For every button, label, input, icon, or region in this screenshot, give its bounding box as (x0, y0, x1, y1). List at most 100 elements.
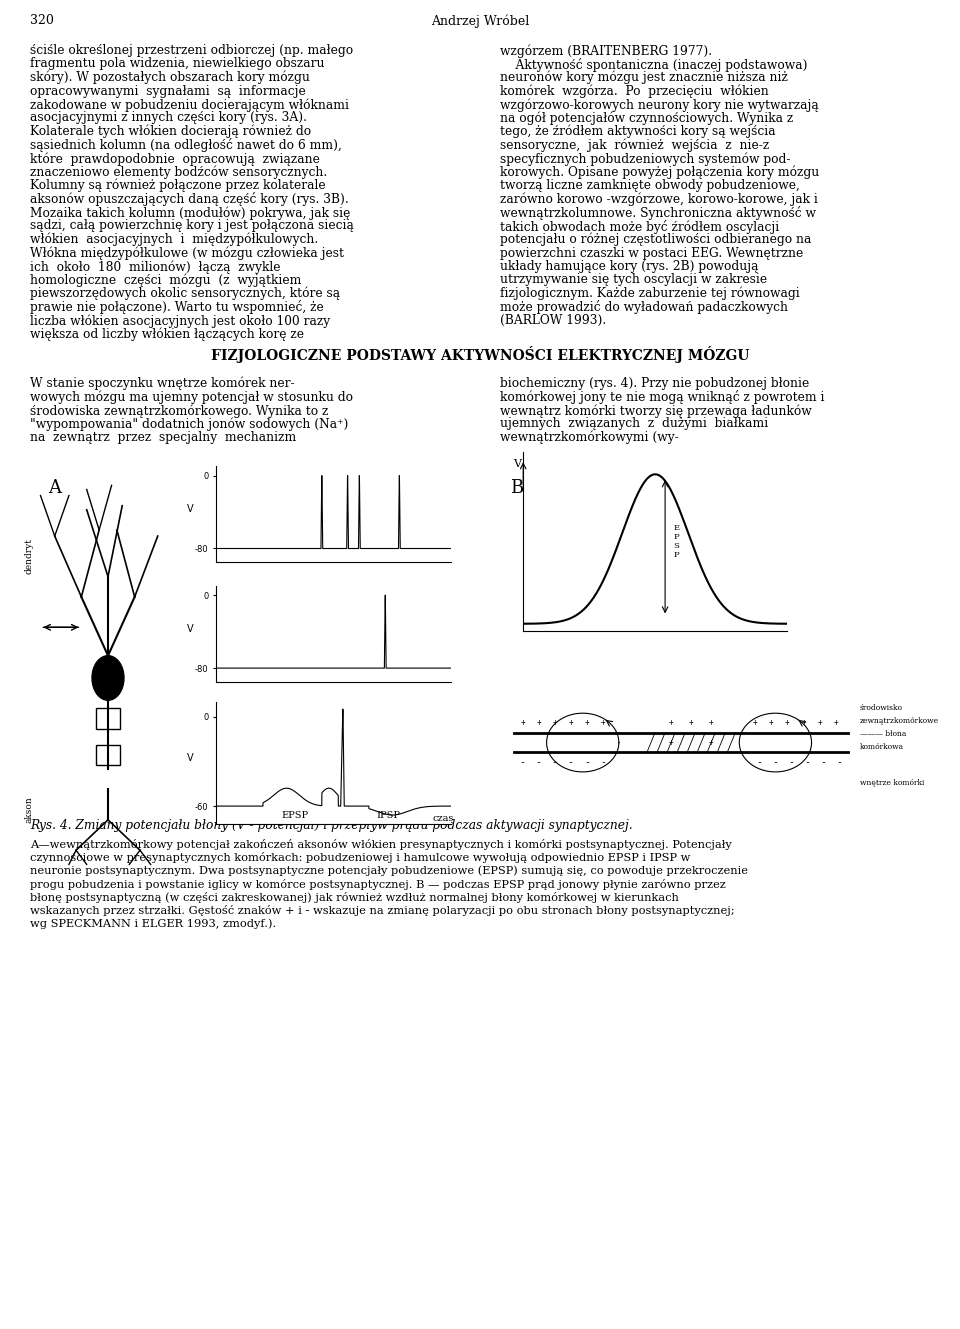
Ellipse shape (92, 655, 124, 700)
Text: -: - (821, 758, 827, 767)
Text: sądzi, całą powierzchnię kory i jest połączona siecią: sądzi, całą powierzchnię kory i jest poł… (30, 219, 354, 233)
Text: komórek  wzgórza.  Po  przecięciu  włókien: komórek wzgórza. Po przecięciu włókien (500, 85, 769, 98)
Text: -: - (837, 758, 843, 767)
Text: FIZJOLOGICZNE PODSTAWY AKTYWNOŚCI ELEKTRYCZNEJ MÓZGU: FIZJOLOGICZNE PODSTAWY AKTYWNOŚCI ELEKTR… (211, 346, 749, 363)
Text: fragmentu pola widzenia, niewielkiego obszaru: fragmentu pola widzenia, niewielkiego ob… (30, 57, 324, 70)
Text: Kolumny są również połączone przez kolaterale: Kolumny są również połączone przez kolat… (30, 179, 325, 193)
Text: błonę postsynaptyczną (w części zakreskowanej) jak również wzdłuż normalnej błon: błonę postsynaptyczną (w części zakresko… (30, 892, 679, 902)
Text: progu pobudzenia i powstanie iglicy w komórce postsynaptycznej. B — podczas EPSP: progu pobudzenia i powstanie iglicy w ko… (30, 878, 726, 889)
Text: (BARLOW 1993).: (BARLOW 1993). (500, 314, 607, 327)
Text: tworzą liczne zamknięte obwody pobudzeniowe,: tworzą liczne zamknięte obwody pobudzeni… (500, 179, 800, 191)
Text: potencjału o różnej częstotliwości odbieranego na: potencjału o różnej częstotliwości odbie… (500, 233, 811, 246)
Text: utrzymywanie się tych oscylacji w zakresie: utrzymywanie się tych oscylacji w zakres… (500, 274, 767, 287)
Text: powierzchni czaszki w postaci EEG. Wewnętrzne: powierzchni czaszki w postaci EEG. Wewnę… (500, 246, 804, 259)
Bar (96, 708, 120, 728)
Text: +: + (785, 719, 790, 727)
Text: wewnątrzkolumnowe. Synchroniczna aktywność w: wewnątrzkolumnowe. Synchroniczna aktywno… (500, 206, 816, 221)
Text: W stanie spoczynku wnętrze komórek ner-: W stanie spoczynku wnętrze komórek ner- (30, 377, 295, 391)
Text: na ogół potencjałów czynnościowych. Wynika z: na ogół potencjałów czynnościowych. Wyni… (500, 112, 793, 125)
Text: zewnątrzkomórkowe: zewnątrzkomórkowe (860, 716, 939, 726)
Text: zarówno korowo -wzgórzowe, korowo-korowe, jak i: zarówno korowo -wzgórzowe, korowo-korowe… (500, 193, 818, 206)
Text: środowisko: środowisko (860, 704, 902, 712)
Text: asocjacyjnymi z innych części kory (rys. 3A).: asocjacyjnymi z innych części kory (rys.… (30, 112, 307, 125)
Text: +: + (585, 719, 589, 727)
Text: wg SPECKMANN i ELGER 1993, zmodyf.).: wg SPECKMANN i ELGER 1993, zmodyf.). (30, 918, 276, 929)
Text: +: + (669, 719, 673, 727)
Text: włókien  asocjacyjnych  i  międzypółkulowych.: włókien asocjacyjnych i międzypółkulowyc… (30, 233, 319, 246)
Bar (96, 744, 120, 766)
Text: większa od liczby włókien łączących korę ze: większa od liczby włókien łączących korę… (30, 327, 304, 342)
Text: aksonów opuszczających daną część kory (rys. 3B).: aksonów opuszczających daną część kory (… (30, 193, 348, 206)
Text: homologiczne  części  mózgu  (z  wyjątkiem: homologiczne części mózgu (z wyjątkiem (30, 274, 301, 287)
Y-axis label: V: V (187, 623, 194, 634)
Y-axis label: V: V (187, 752, 194, 763)
Text: V: V (514, 459, 521, 469)
Text: Andrzej Wróbel: Andrzej Wróbel (431, 15, 529, 28)
Text: komórkowa: komórkowa (860, 743, 904, 751)
Text: A—wewnątrzkomórkowy potencjał zakończeń aksonów włókien presynaptycznych i komór: A—wewnątrzkomórkowy potencjał zakończeń … (30, 839, 732, 851)
Text: +: + (552, 719, 557, 727)
Text: wnętrze komórki: wnętrze komórki (860, 779, 924, 787)
Text: +: + (708, 719, 713, 727)
Text: piewszorzędowych okolic sensorycznych, które są: piewszorzędowych okolic sensorycznych, k… (30, 287, 340, 300)
Text: -: - (552, 758, 558, 767)
Text: środowiska zewnątrzkomórkowego. Wynika to z: środowiska zewnątrzkomórkowego. Wynika t… (30, 404, 328, 417)
Text: czas: czas (432, 813, 454, 823)
Text: zakodowane w pobudzeniu docierającym włóknami: zakodowane w pobudzeniu docierającym włó… (30, 98, 349, 112)
Text: wewnątrzkomórkowymi (wy-: wewnątrzkomórkowymi (wy- (500, 431, 679, 444)
Text: wzgórzowo-korowych neurony kory nie wytwarzają: wzgórzowo-korowych neurony kory nie wytw… (500, 98, 819, 112)
Text: wskazanych przez strzałki. Gęstość znaków + i - wskazuje na zmianę polaryzacji p: wskazanych przez strzałki. Gęstość znakó… (30, 905, 734, 916)
Text: układy hamujące kory (rys. 2B) powodują: układy hamujące kory (rys. 2B) powodują (500, 260, 758, 272)
Text: -: - (584, 758, 589, 767)
Text: takich obwodach może być źródłem oscylacji: takich obwodach może być źródłem oscylac… (500, 219, 780, 234)
Text: może prowadzić do wyładowań padaczkowych: może prowadzić do wyładowań padaczkowych (500, 300, 788, 315)
Text: wzgórzem (BRAITENBERG 1977).: wzgórzem (BRAITENBERG 1977). (500, 44, 712, 57)
Text: +: + (669, 738, 673, 747)
Text: dendryt: dendryt (25, 538, 34, 574)
Text: +: + (833, 719, 838, 727)
Text: hamulcowa: hamulcowa (248, 615, 307, 625)
Text: ściśle określonej przestrzeni odbiorczej (np. małego: ściśle określonej przestrzeni odbiorczej… (30, 44, 353, 57)
Text: korowych. Opisane powyżej połączenia kory mózgu: korowych. Opisane powyżej połączenia kor… (500, 166, 819, 179)
Text: Aktywność spontaniczna (inaczej podstawowa): Aktywność spontaniczna (inaczej podstawo… (500, 57, 807, 72)
Text: prawie nie połączone). Warto tu wspomnieć, że: prawie nie połączone). Warto tu wspomnie… (30, 300, 324, 315)
Text: fizjologicznym. Każde zaburzenie tej równowagi: fizjologicznym. Każde zaburzenie tej rów… (500, 287, 800, 300)
Text: EPSP: EPSP (282, 811, 309, 820)
Text: 320: 320 (30, 15, 54, 27)
Text: -: - (804, 758, 810, 767)
Text: Włókna międzypółkulowe (w mózgu człowieka jest: Włókna międzypółkulowe (w mózgu człowiek… (30, 246, 344, 260)
Text: neuronie postsynaptycznym. Dwa postsynaptyczne potencjały pobudzeniowe (EPSP) su: neuronie postsynaptycznym. Dwa postsynap… (30, 865, 748, 876)
Text: +: + (689, 719, 693, 727)
Text: B: B (510, 478, 523, 497)
Text: +: + (520, 719, 525, 727)
Text: komórkowej jony te nie mogą wniknąć z powrotem i: komórkowej jony te nie mogą wniknąć z po… (500, 391, 825, 404)
Text: A: A (48, 478, 61, 497)
Y-axis label: V: V (187, 504, 194, 514)
Text: Mozaika takich kolumn (modułów) pokrywa, jak się: Mozaika takich kolumn (modułów) pokrywa,… (30, 206, 350, 219)
Text: czynnościowe w presynaptycznych komórkach: pobudzeniowej i hamulcowe wywołują od: czynnościowe w presynaptycznych komórkac… (30, 852, 690, 864)
Text: biochemiczny (rys. 4). Przy nie pobudzonej błonie: biochemiczny (rys. 4). Przy nie pobudzon… (500, 377, 809, 389)
Text: sensoryczne,  jak  również  wejścia  z  nie-z: sensoryczne, jak również wejścia z nie-z (500, 138, 769, 152)
Text: "wypompowania" dodatnich jonów sodowych (Na⁺): "wypompowania" dodatnich jonów sodowych … (30, 417, 348, 431)
Text: ujemnych  związanych  z  dużymi  białkami: ujemnych związanych z dużymi białkami (500, 417, 768, 431)
Text: ich  około  180  milionów)  łączą  zwykle: ich około 180 milionów) łączą zwykle (30, 260, 280, 274)
Text: wewnątrz komórki tworzy się przewaga ładunków: wewnątrz komórki tworzy się przewaga ład… (500, 404, 812, 417)
Text: +: + (753, 719, 757, 727)
Text: akson: akson (25, 796, 34, 823)
Text: -: - (536, 758, 541, 767)
Text: IPSP: IPSP (376, 811, 400, 820)
Text: +: + (802, 719, 805, 727)
Text: -: - (519, 758, 525, 767)
Text: +: + (769, 719, 774, 727)
Text: wowych mózgu ma ujemny potencjał w stosunku do: wowych mózgu ma ujemny potencjał w stosu… (30, 391, 353, 404)
Text: skóry). W pozostałych obszarach kory mózgu: skóry). W pozostałych obszarach kory móz… (30, 70, 310, 85)
Text: na  zewnątrz  przez  specjalny  mechanizm: na zewnątrz przez specjalny mechanizm (30, 431, 297, 444)
Text: znaczeniowo elementy bodźców sensorycznych.: znaczeniowo elementy bodźców sensoryczny… (30, 166, 327, 179)
Text: +: + (568, 719, 573, 727)
Text: -: - (600, 758, 606, 767)
Text: pobudzeniowa: pobudzeniowa (248, 517, 324, 526)
Text: -: - (773, 758, 779, 767)
Text: neuronów kory mózgu jest znacznie niższa niż: neuronów kory mózgu jest znacznie niższa… (500, 70, 788, 85)
Text: +: + (601, 719, 605, 727)
Text: aktywność postsynaptyczna: aktywność postsynaptyczna (248, 706, 395, 716)
